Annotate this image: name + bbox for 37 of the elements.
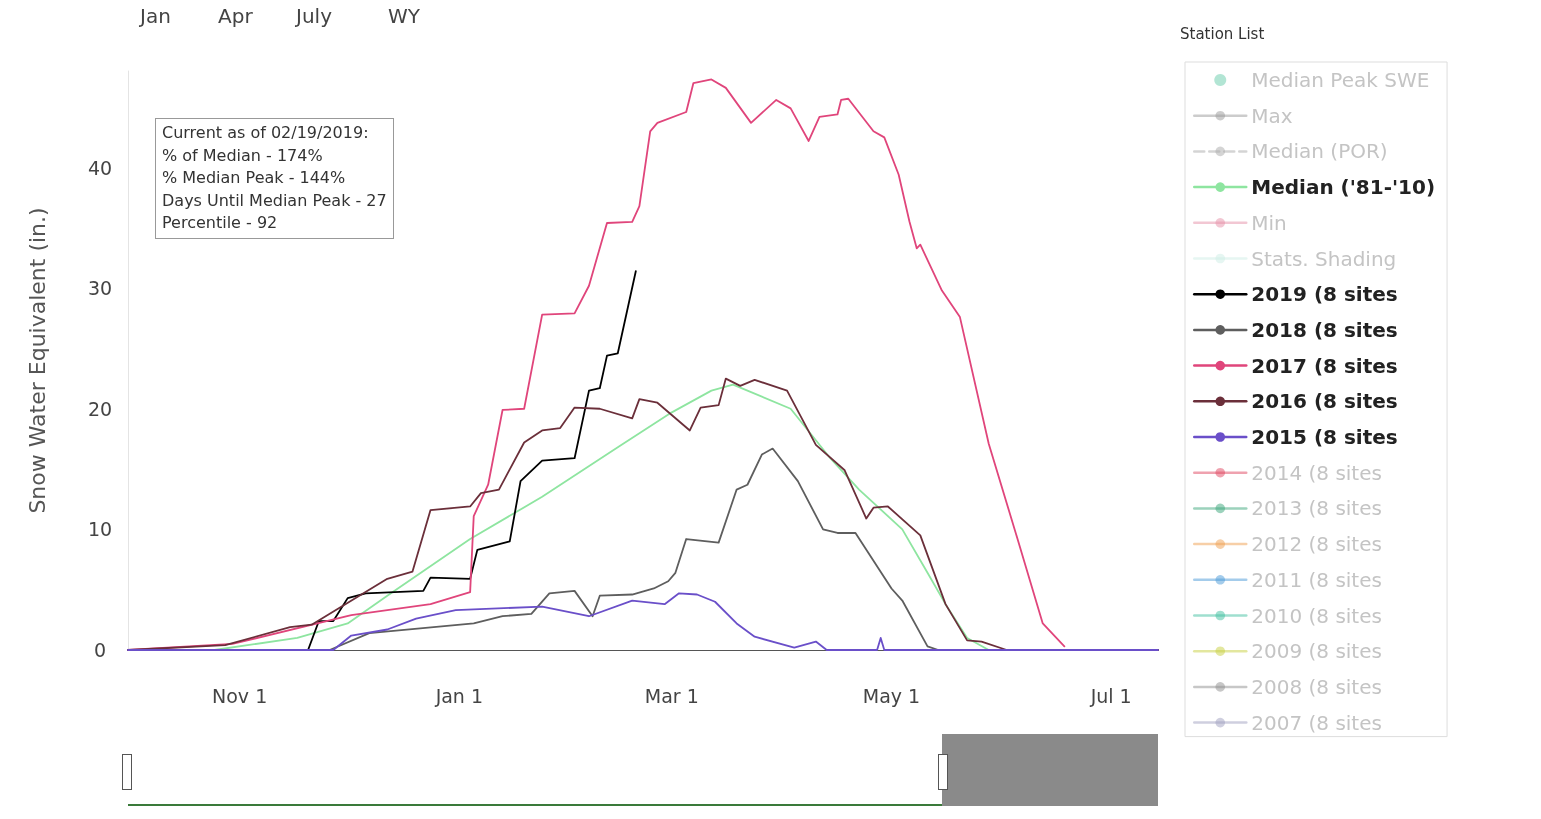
- legend-label: 2012 (8 sites: [1251, 532, 1382, 557]
- x-tick-label: Jan 1: [434, 684, 484, 707]
- y-tick-label: 10: [87, 518, 113, 541]
- legend-label: 2010 (8 sites: [1251, 603, 1382, 628]
- legend-label: Stats. Shading: [1251, 246, 1397, 271]
- x-tick-label: Jul 1: [1089, 684, 1132, 707]
- legend-label: Max: [1251, 103, 1293, 128]
- legend-title: Station List: [1180, 24, 1265, 43]
- y-axis-title: Snow Water Equivalent (in.): [24, 207, 50, 514]
- info-box: Current as of 02/19/2019: % of Median - 174% % Median Peak - 144% Days Until Median Peak - 27 Percentile - 92: [155, 118, 394, 239]
- legend-label: 2011 (8 sites: [1251, 567, 1382, 592]
- legend-label: 2019 (8 sites: [1251, 282, 1398, 307]
- legend-label: Min: [1251, 210, 1287, 235]
- legend-label: 2018 (8 sites: [1251, 317, 1398, 342]
- y-tick-label: 20: [87, 397, 113, 420]
- legend-label: Median ('81-'10): [1251, 175, 1436, 200]
- legend-label: Median (POR): [1251, 139, 1388, 164]
- legend-label: 2017 (8 sites: [1251, 353, 1398, 378]
- x-tick-label: May 1: [862, 684, 921, 707]
- y-tick-label: 30: [87, 277, 113, 300]
- y-tick-label: 0: [93, 639, 107, 661]
- legend-label: Median Peak SWE: [1251, 68, 1430, 92]
- y-tick-label: 40: [87, 156, 113, 179]
- line-series: [127, 592, 1159, 651]
- legend-label: 2009 (8 sites: [1251, 639, 1382, 664]
- legend-label: 2016 (8 sites: [1251, 389, 1398, 414]
- x-tick-label: Mar 1: [644, 684, 699, 707]
- legend-label: 2014 (8 sites: [1251, 460, 1382, 485]
- text: WY: [388, 4, 421, 28]
- legend-label: 2013 (8 sites: [1251, 496, 1382, 521]
- text: July: [294, 4, 333, 28]
- legend-label: 2015 (8 sites: [1251, 425, 1398, 449]
- x-tick-label: Nov 1: [212, 684, 268, 707]
- text: Apr: [218, 4, 254, 28]
- legend-label: 2008 (8 sites: [1251, 674, 1382, 699]
- legend-label: 2007 (8 sites: [1251, 710, 1382, 735]
- text: Jan: [138, 4, 171, 28]
